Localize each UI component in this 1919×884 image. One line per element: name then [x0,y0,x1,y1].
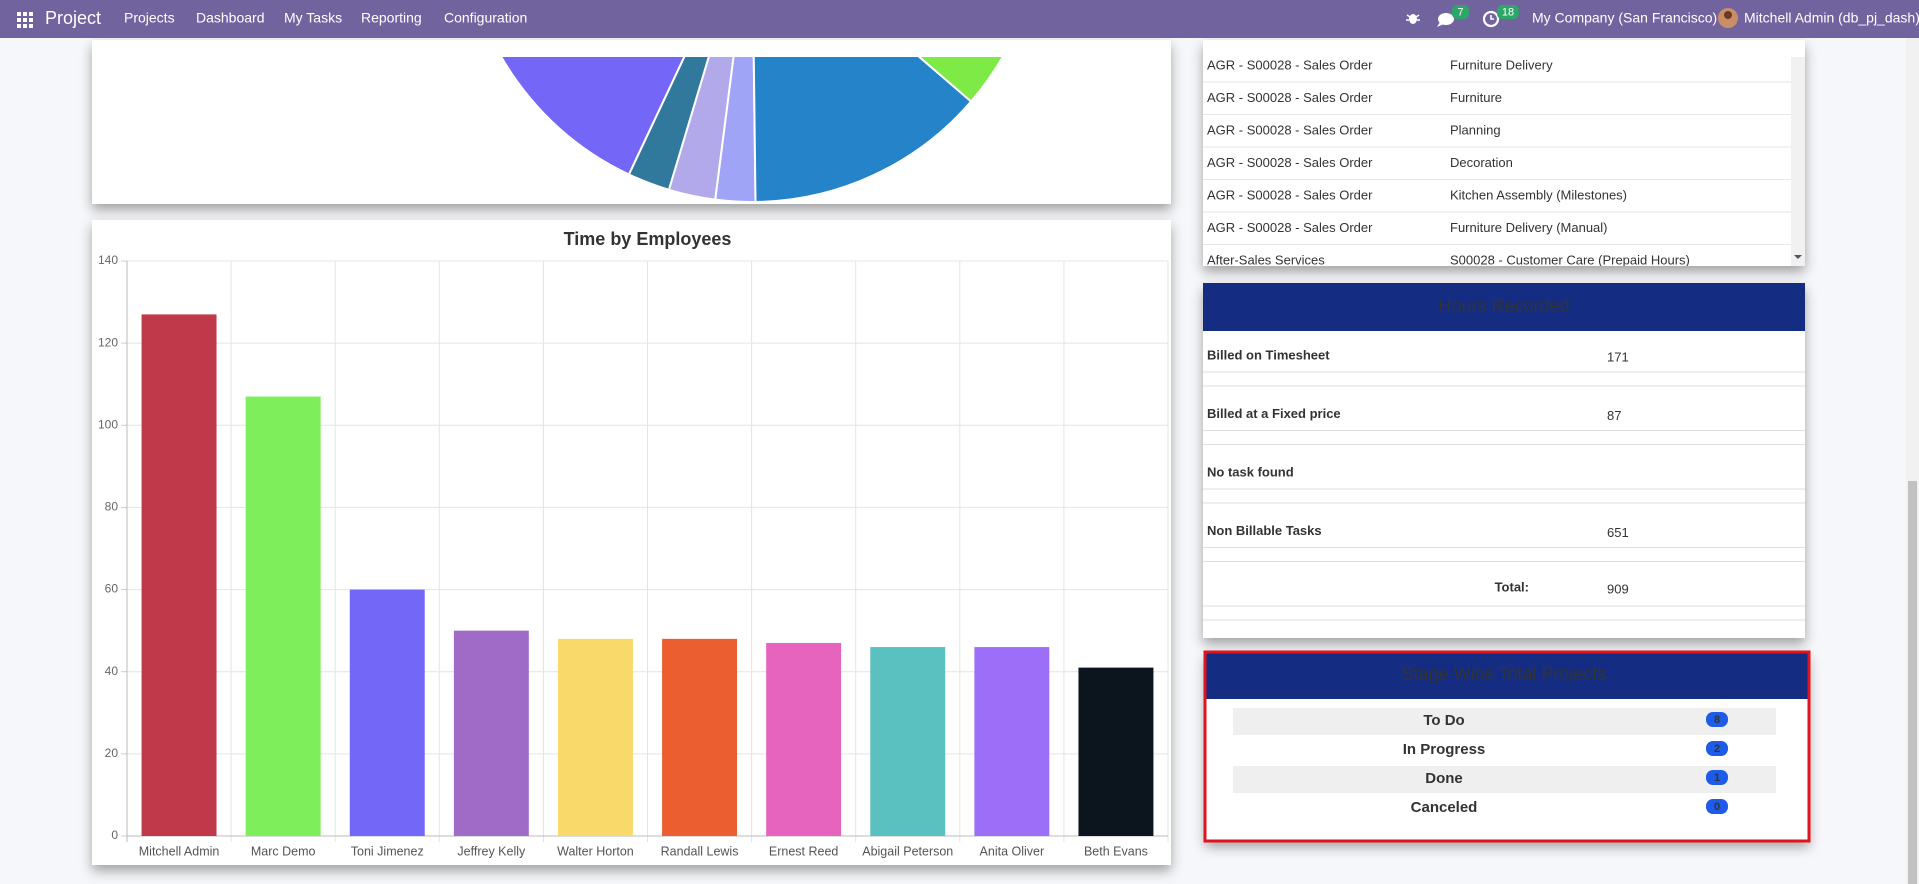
bar [662,638,738,836]
x-tick-label: Ernest Reed [769,844,839,858]
timesheet-table: AGR - S00028 - Sales Order Furniture Deli… [1203,57,1791,267]
x-tick-label: Marc Demo [251,844,316,858]
user-menu[interactable]: Mitchell Admin (db_pj_dash) [1744,10,1919,26]
badge [1497,5,1519,19]
y-tick-label: 80 [105,500,119,514]
chart-title: Time by Employees [564,229,732,249]
hours-label: Non Billable Tasks [1207,523,1322,538]
table-panel [1203,40,1805,266]
stage-count: 2 [1714,743,1720,755]
menu-item[interactable]: Projects [124,10,175,26]
pie-slice [500,57,686,176]
x-tick-label: Jeffrey Kelly [457,844,526,858]
x-tick-label: Mitchell Admin [139,844,220,858]
bar [141,314,217,837]
hours-value: 87 [1607,408,1621,423]
bar [245,396,321,836]
y-tick-label: 20 [105,746,119,760]
pie-slice [752,57,973,203]
y-tick-label: 60 [105,582,119,596]
hours-header [1203,283,1805,331]
hours-label: No task found [1207,464,1294,479]
menu-item[interactable]: Reporting [361,10,422,26]
scroll-arrow[interactable] [1794,255,1802,259]
stage-header [1205,652,1809,699]
bar [557,638,633,836]
x-tick-label: Toni Jimenez [351,844,424,858]
company-switcher[interactable]: My Company (San Francisco) [1532,10,1717,26]
table-cell: AGR - S00028 - Sales Order [1207,90,1373,105]
count-badge [1706,799,1728,814]
total-label: Total: [1495,579,1529,594]
x-tick-label: Walter Horton [557,844,634,858]
table-cell: Planning [1450,122,1501,137]
stage-count: 1 [1714,772,1720,784]
table-cell: AGR - S00028 - Sales Order [1207,57,1373,72]
table-cell: AGR - S00028 - Sales Order [1207,220,1373,235]
table-cell: After-Sales Services [1207,252,1325,267]
y-tick-label: 100 [98,417,118,431]
table-cell: AGR - S00028 - Sales Order [1207,122,1373,137]
menu-item[interactable]: Configuration [444,10,527,26]
table-cell: S00028 - Customer Care (Prepaid Hours) [1450,252,1690,267]
apps-icon[interactable] [17,12,33,28]
hours-panel [1203,283,1805,638]
bug-icon[interactable] [1406,14,1420,24]
table-cell: Furniture [1450,90,1502,105]
table-cell: Furniture Delivery [1450,57,1553,72]
x-tick-label: Abigail Peterson [862,844,953,858]
count-badge [1706,770,1728,785]
count-badge [1706,741,1728,756]
x-tick-label: Randall Lewis [661,844,739,858]
pie-chart [500,57,1004,203]
app-name[interactable]: Project [45,8,101,28]
table-scrollbar[interactable] [1791,57,1805,266]
stage-name: In Progress [1403,741,1486,758]
y-tick-label: 40 [105,664,119,678]
stage-name: To Do [1423,712,1464,729]
count-badge [1706,712,1728,727]
hours-label: Billed on Timesheet [1207,347,1330,362]
stage-name: Canceled [1411,799,1478,816]
scroll-thumb[interactable] [1908,481,1917,884]
hours-value: 171 [1607,349,1629,364]
panel-title: Stage Wise Total Projects [1402,664,1607,684]
messages-badge: 7 [1457,6,1463,18]
bar [1078,667,1154,836]
table-cell: Furniture Delivery (Manual) [1450,220,1608,235]
table-cell: Decoration [1450,155,1513,170]
bar [766,642,842,836]
navbar [0,0,1919,38]
stage-name: Done [1425,770,1463,787]
hours-value: 651 [1607,525,1629,540]
activities-badge: 18 [1502,6,1514,18]
highlight-border [1203,650,1811,843]
bar [870,647,946,836]
stage-count: 8 [1714,714,1720,726]
pie-slice [917,57,1004,103]
table-cell: Kitchen Assembly (Milestones) [1450,187,1627,202]
row-stripe [1233,766,1776,793]
x-tick-label: Beth Evans [1084,844,1148,858]
x-tick-label: Anita Oliver [980,844,1045,858]
bar [974,647,1050,836]
bar [453,630,529,836]
badge [1452,5,1469,19]
hours-label: Billed at a Fixed price [1207,406,1341,421]
panel-title: Hours Recorded [1438,296,1569,316]
row-stripe [1233,708,1776,735]
menu-item[interactable]: My Tasks [284,10,342,26]
y-tick-label: 140 [98,253,118,267]
total-value: 909 [1607,581,1629,596]
y-tick-label: 0 [111,828,118,842]
chat-icon[interactable] [1437,13,1454,27]
y-tick-label: 120 [98,335,118,349]
menu-item[interactable]: Dashboard [196,10,265,26]
stage-count: 0 [1714,801,1720,813]
bar [349,589,425,836]
table-cell: AGR - S00028 - Sales Order [1207,155,1373,170]
table-cell: AGR - S00028 - Sales Order [1207,187,1373,202]
activity-icon[interactable] [1482,10,1500,28]
